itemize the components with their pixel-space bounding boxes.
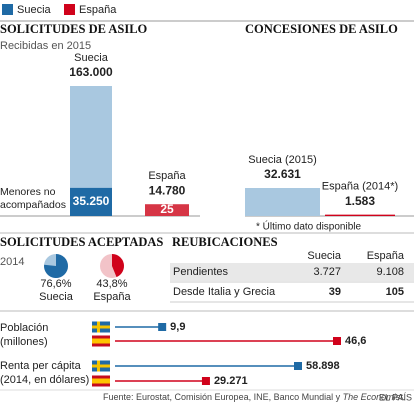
value-label: 58.898 <box>306 360 340 372</box>
row-band <box>170 263 414 281</box>
dot <box>294 362 302 370</box>
value-label: 163.000 <box>69 65 113 79</box>
value-label: 46,6 <box>345 335 366 347</box>
chart-subtitle: (millones) <box>0 336 48 348</box>
row-label: Desde Italia y Grecia <box>173 286 276 298</box>
category-label: Suecia <box>74 52 109 64</box>
pie-slice <box>44 254 68 278</box>
bar <box>325 214 395 216</box>
chart-title: Renta per cápita <box>0 360 82 372</box>
source: Fuente: Eurostat, Comisión Europea, INE,… <box>103 392 405 402</box>
cell: 105 <box>386 286 404 298</box>
chart-title: SOLICITUDES DE ASILO <box>0 22 148 36</box>
category-label: España (2014*) <box>322 181 398 193</box>
bar <box>70 187 112 216</box>
column-header: Suecia <box>307 250 342 262</box>
category-label: España <box>148 170 186 182</box>
chart-subtitle: Recibidas en 2015 <box>0 40 91 52</box>
chart-subtitle: (2014, en dólares) <box>0 374 89 386</box>
dot <box>333 337 341 345</box>
chart-title: SOLICITUDES ACEPTADAS <box>0 235 163 249</box>
source-part: The Economist <box>343 392 404 402</box>
flag <box>92 364 110 368</box>
category-label: Suecia <box>39 291 74 303</box>
pie-slice <box>112 254 124 278</box>
flag <box>92 338 110 344</box>
value-label: 43,8% <box>96 278 127 290</box>
value-label: 14.780 <box>149 183 186 197</box>
note: * Último dato disponible <box>256 220 361 233</box>
source-part: Fuente: Eurostat, Comisión Europea, INE,… <box>103 392 343 402</box>
series-label: Menores no acompañados <box>0 186 66 211</box>
chart-title: Población <box>0 322 48 334</box>
row-label: Pendientes <box>173 266 229 278</box>
brand: EL PAÍS <box>379 392 412 402</box>
legend-label: Suecia <box>17 4 52 16</box>
value-label: 1.583 <box>345 194 375 208</box>
legend-swatch <box>2 4 13 15</box>
value-label: 29.271 <box>214 375 248 387</box>
cell: 9.108 <box>376 266 404 278</box>
value-label: 76,6% <box>40 278 71 290</box>
legend-label: España <box>79 4 117 16</box>
table-title: REUBICACIONES <box>172 235 278 249</box>
dot <box>158 323 167 331</box>
legend-swatch <box>64 4 75 15</box>
category-label: España <box>93 291 131 303</box>
value-label: 25 <box>160 202 174 216</box>
chart-subtitle: 2014 <box>0 256 24 268</box>
flag <box>92 378 110 384</box>
flag <box>92 325 110 329</box>
column-header: España <box>367 250 405 262</box>
value-label: 32.631 <box>264 167 301 181</box>
bar <box>145 204 189 216</box>
dot <box>201 377 210 385</box>
value-label: 9,9 <box>170 321 185 333</box>
cell: 39 <box>329 286 341 298</box>
chart-title: CONCESIONES DE ASILO <box>245 22 398 36</box>
bar <box>245 188 320 216</box>
value-label: 35.250 <box>73 194 110 208</box>
cell: 3.727 <box>313 266 341 278</box>
source-part: . <box>403 392 406 402</box>
category-label: Suecia (2015) <box>248 154 317 166</box>
